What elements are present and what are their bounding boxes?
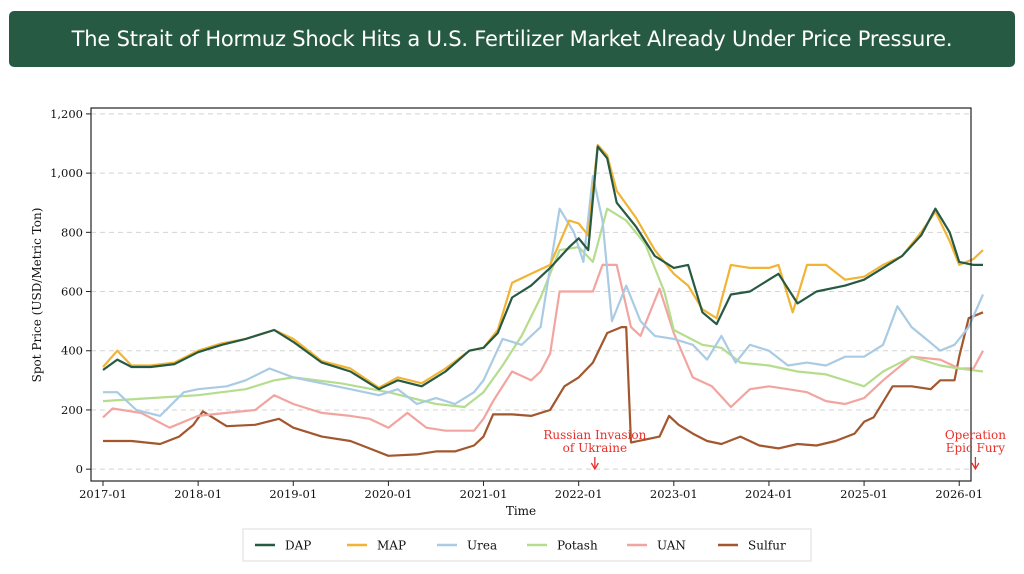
x-axis: 2017-01 2018-01 2019-01 2020-01 2021-01 2022-… <box>79 481 983 501</box>
annotation-arrow-head <box>971 462 980 471</box>
series-lines <box>102 143 985 457</box>
annotation-text: Operation <box>945 428 1006 442</box>
x-tick-label: 2024-01 <box>745 487 793 501</box>
x-tick-label: 2021-01 <box>460 487 508 501</box>
y-tick-label: 200 <box>61 403 83 417</box>
series-line-urea <box>103 175 985 417</box>
y-tick-label: 400 <box>61 344 83 358</box>
annotation-text: of Ukraine <box>563 441 627 455</box>
y-tick-label: 1,200 <box>50 107 83 121</box>
legend-label-potash: Potash <box>557 539 598 553</box>
y-tick-label: 600 <box>61 285 83 299</box>
annotation-text: Epic Fury <box>946 441 1006 455</box>
x-tick-label: 2025-01 <box>840 487 888 501</box>
y-tick-label: 800 <box>61 225 83 239</box>
series-line-uan <box>102 263 984 432</box>
x-tick-label: 2018-01 <box>174 487 222 501</box>
legend-label-map: MAP <box>377 539 406 553</box>
legend: DAP MAP Urea Potash UAN Sulfur <box>242 528 812 562</box>
annotation-text: Russian Invasion <box>543 428 646 442</box>
series-line-potash <box>102 207 984 409</box>
x-tick-label: 2020-01 <box>365 487 413 501</box>
legend-label-urea: Urea <box>467 539 497 553</box>
plot-frame <box>90 107 972 482</box>
annotation-arrow-head <box>590 462 599 471</box>
chart-title: The Strait of Hormuz Shock Hits a U.S. F… <box>71 27 953 51</box>
x-tick-label: 2022-01 <box>555 487 603 501</box>
x-tick-label: 2017-01 <box>79 487 127 501</box>
y-tick-label: 0 <box>76 462 83 476</box>
y-tick-label: 1,000 <box>50 166 83 180</box>
series-line-map <box>102 143 984 389</box>
x-axis-label: Time <box>506 504 536 518</box>
y-axis: 0 200 400 600 800 1,000 1,200 <box>50 107 91 476</box>
legend-label-sulfur: Sulfur <box>748 539 786 553</box>
series-line-dap <box>102 145 983 391</box>
x-tick-label: 2023-01 <box>650 487 698 501</box>
series-line-sulfur <box>103 311 984 457</box>
y-axis-label: Spot Price (USD/Metric Ton) <box>30 208 44 383</box>
gridlines <box>91 113 971 470</box>
chart-title-banner: The Strait of Hormuz Shock Hits a U.S. F… <box>9 11 1015 67</box>
legend-label-uan: UAN <box>657 539 686 553</box>
legend-label-dap: DAP <box>285 539 311 553</box>
x-tick-label: 2026-01 <box>935 487 983 501</box>
x-tick-label: 2019-01 <box>269 487 317 501</box>
